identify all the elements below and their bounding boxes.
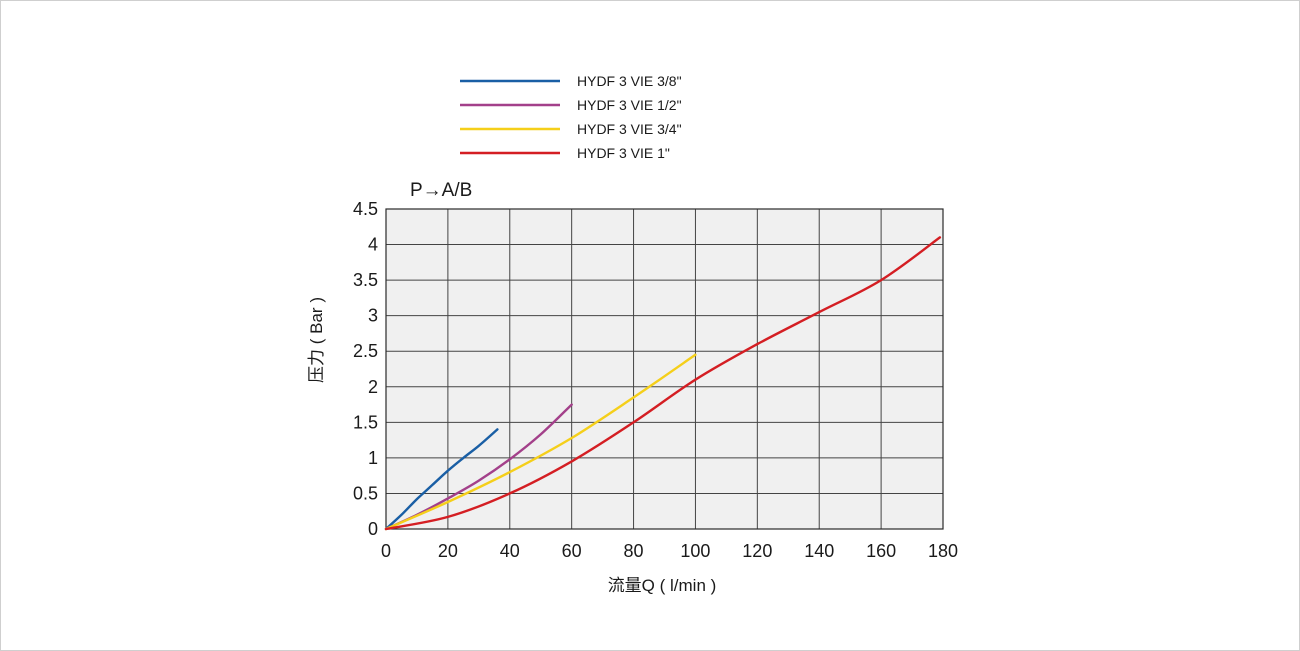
legend: HYDF 3 VIE 3/8" HYDF 3 VIE 1/2" HYDF 3 VIE… — [460, 73, 682, 161]
y-tick-label: 3 — [368, 306, 378, 326]
y-tick-label: 0.5 — [353, 483, 378, 503]
series-line-3 — [384, 353, 697, 531]
y-tick-label: 0 — [368, 519, 378, 539]
y-axis-label: 压力 ( Bar ) — [307, 297, 326, 383]
x-tick-label: 180 — [928, 541, 958, 561]
series-layer — [384, 236, 942, 531]
y-tick-label: 4.5 — [353, 199, 378, 219]
x-tick-label: 80 — [624, 541, 644, 561]
legend-label-3: HYDF 3 VIE 3/4" — [577, 121, 682, 137]
legend-label-4: HYDF 3 VIE 1" — [577, 145, 670, 161]
x-tick-labels: 0 20 40 60 80 100 120 140 160 180 — [381, 541, 958, 561]
x-tick-label: 140 — [804, 541, 834, 561]
legend-label-2: HYDF 3 VIE 1/2" — [577, 97, 682, 113]
y-tick-labels: 0 0.5 1 1.5 2 2.5 3 3.5 4 4.5 — [353, 199, 378, 539]
y-tick-label: 2.5 — [353, 341, 378, 361]
plot-area — [386, 209, 943, 529]
y-tick-label: 1.5 — [353, 412, 378, 432]
x-tick-label: 160 — [866, 541, 896, 561]
series-line-4 — [384, 236, 942, 531]
x-tick-label: 0 — [381, 541, 391, 561]
x-tick-label: 100 — [680, 541, 710, 561]
chart-subtitle: P→A/B — [410, 180, 472, 201]
plot-border — [385, 208, 944, 530]
y-tick-label: 2 — [368, 377, 378, 397]
series-line-1 — [384, 428, 499, 531]
y-tick-label: 4 — [368, 235, 378, 255]
x-tick-label: 60 — [562, 541, 582, 561]
x-tick-label: 20 — [438, 541, 458, 561]
x-axis-label: 流量Q ( l/min ) — [608, 576, 717, 595]
legend-label-1: HYDF 3 VIE 3/8" — [577, 73, 682, 89]
x-tick-label: 40 — [500, 541, 520, 561]
x-tick-label: 120 — [742, 541, 772, 561]
y-tick-label: 3.5 — [353, 270, 378, 290]
y-tick-label: 1 — [368, 448, 378, 468]
